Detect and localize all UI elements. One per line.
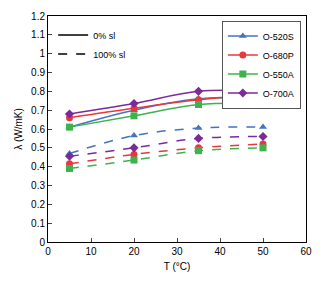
svg-text:0.7: 0.7 bbox=[31, 105, 45, 116]
svg-text:1.2: 1.2 bbox=[31, 11, 45, 22]
svg-text:O-520S: O-520S bbox=[263, 32, 294, 42]
svg-text:O-550A: O-550A bbox=[263, 70, 294, 80]
svg-text:40: 40 bbox=[214, 246, 226, 257]
svg-text:1: 1 bbox=[39, 48, 45, 59]
svg-text:60: 60 bbox=[300, 246, 312, 257]
svg-text:0: 0 bbox=[45, 246, 51, 257]
svg-text:0.5: 0.5 bbox=[31, 142, 45, 153]
svg-text:λ (W/mK): λ (W/mK) bbox=[13, 108, 24, 150]
svg-text:100% sl: 100% sl bbox=[93, 50, 125, 60]
svg-text:T (°C): T (°C) bbox=[164, 261, 191, 272]
svg-text:0.4: 0.4 bbox=[31, 161, 45, 172]
svg-text:0.3: 0.3 bbox=[31, 180, 45, 191]
svg-text:0.6: 0.6 bbox=[31, 124, 45, 135]
svg-text:0.9: 0.9 bbox=[31, 67, 45, 78]
svg-text:50: 50 bbox=[257, 246, 269, 257]
svg-text:30: 30 bbox=[171, 246, 183, 257]
svg-text:0.2: 0.2 bbox=[31, 199, 45, 210]
svg-text:O-680P: O-680P bbox=[263, 51, 294, 61]
svg-text:20: 20 bbox=[128, 246, 140, 257]
svg-text:O-700A: O-700A bbox=[263, 89, 294, 99]
svg-text:10: 10 bbox=[85, 246, 97, 257]
svg-text:0.1: 0.1 bbox=[31, 218, 45, 229]
svg-text:0% sl: 0% sl bbox=[93, 31, 115, 41]
svg-text:0.8: 0.8 bbox=[31, 86, 45, 97]
svg-text:0: 0 bbox=[39, 237, 45, 248]
svg-text:1.1: 1.1 bbox=[31, 29, 45, 40]
